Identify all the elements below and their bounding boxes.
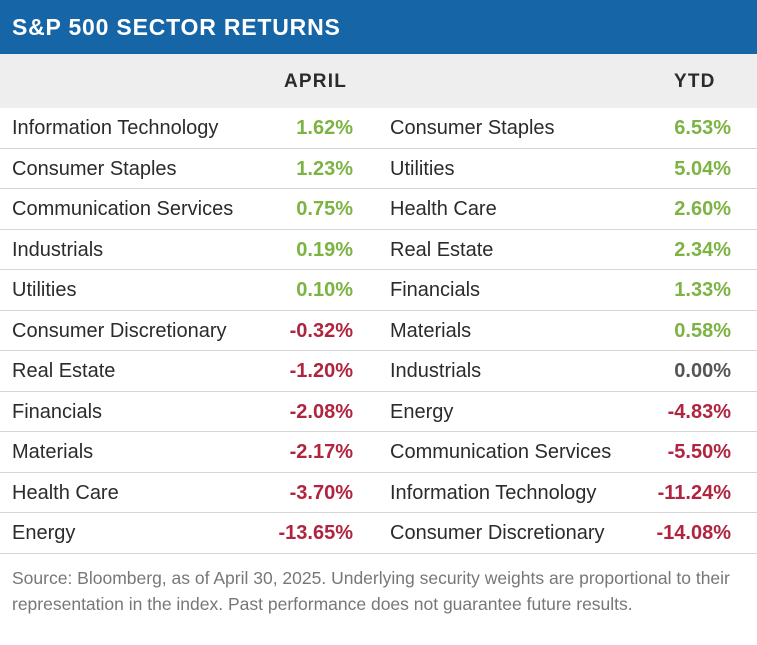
returns-table: Information Technology 1.62% Consumer Stap… xyxy=(0,108,757,554)
april-return-value: -0.32% xyxy=(289,319,353,342)
ytd-return-value: -4.83% xyxy=(667,400,731,423)
ytd-return-value: -11.24% xyxy=(657,481,731,504)
column-header-april: APRIL xyxy=(284,71,347,92)
april-sector-label: Information Technology xyxy=(12,117,219,139)
ytd-sector-label: Consumer Discretionary xyxy=(390,522,605,544)
page-title: S&P 500 SECTOR RETURNS xyxy=(12,14,341,40)
april-sector-label: Real Estate xyxy=(12,360,116,382)
title-bar: S&P 500 SECTOR RETURNS xyxy=(0,0,757,54)
april-return-value: -13.65% xyxy=(278,522,354,544)
ytd-sector-label: Communication Services xyxy=(390,441,612,463)
ytd-sector-label: Utilities xyxy=(390,157,455,180)
ytd-sector-label: Real Estate xyxy=(390,238,494,261)
ytd-sector-label: Materials xyxy=(390,319,472,342)
april-sector-label: Communication Services xyxy=(12,198,234,220)
april-return-value: -2.08% xyxy=(289,400,353,423)
column-header-ytd: YTD xyxy=(674,71,716,92)
april-return-value: -2.17% xyxy=(289,441,353,463)
april-return-value: 1.62% xyxy=(296,117,353,139)
source-note: Source: Bloomberg, as of April 30, 2025.… xyxy=(12,568,730,614)
april-sector-label: Consumer Discretionary xyxy=(12,319,227,342)
table-row: Real Estate -1.20% Industrials 0.00% xyxy=(0,351,757,392)
ytd-return-value: -14.08% xyxy=(656,522,732,544)
table-row: Materials -2.17% Communication Services -5.… xyxy=(0,432,757,473)
table-row: Industrials 0.19% Real Estate 2.34% xyxy=(0,230,757,270)
ytd-sector-label: Financials xyxy=(390,279,481,301)
april-sector-label: Consumer Staples xyxy=(12,157,177,180)
table-row: Utilities 0.10% Financials 1.33% xyxy=(0,270,757,311)
table-row: Consumer Discretionary -0.32% Materials 0.5… xyxy=(0,311,757,351)
column-header-band xyxy=(0,54,757,108)
ytd-return-value: 0.00% xyxy=(674,360,731,382)
ytd-sector-label: Information Technology xyxy=(390,481,597,504)
ytd-sector-label: Consumer Staples xyxy=(390,117,555,139)
ytd-sector-label: Energy xyxy=(390,400,454,423)
april-sector-label: Industrials xyxy=(12,238,104,261)
ytd-return-value: 5.04% xyxy=(674,157,731,180)
april-return-value: -3.70% xyxy=(289,481,353,504)
ytd-return-value: -5.50% xyxy=(667,441,731,463)
ytd-return-value: 2.60% xyxy=(674,198,731,220)
april-return-value: -1.20% xyxy=(289,360,353,382)
table-row: Communication Services 0.75% Health Care 2.… xyxy=(0,189,757,230)
ytd-sector-label: Health Care xyxy=(390,198,497,220)
table-row: Health Care -3.70% Information Technology -… xyxy=(0,473,757,513)
april-sector-label: Utilities xyxy=(12,279,77,301)
ytd-sector-label: Industrials xyxy=(390,360,482,382)
ytd-return-value: 1.33% xyxy=(674,279,731,301)
table-row: Consumer Staples 1.23% Utilities 5.04% xyxy=(0,149,757,189)
april-sector-label: Financials xyxy=(12,400,103,423)
april-return-value: 1.23% xyxy=(296,157,353,180)
table-row: Energy -13.65% Consumer Discretionary -14.0… xyxy=(0,513,757,554)
table-row: Information Technology 1.62% Consumer Stap… xyxy=(0,108,757,149)
april-return-value: 0.19% xyxy=(296,238,353,261)
ytd-return-value: 6.53% xyxy=(674,117,731,139)
table-row: Financials -2.08% Energy -4.83% xyxy=(0,392,757,432)
april-return-value: 0.75% xyxy=(296,198,353,220)
april-sector-label: Energy xyxy=(12,522,76,544)
april-sector-label: Health Care xyxy=(12,481,119,504)
ytd-return-value: 0.58% xyxy=(674,319,731,342)
ytd-return-value: 2.34% xyxy=(674,238,731,261)
april-return-value: 0.10% xyxy=(296,279,353,301)
april-sector-label: Materials xyxy=(12,441,94,463)
